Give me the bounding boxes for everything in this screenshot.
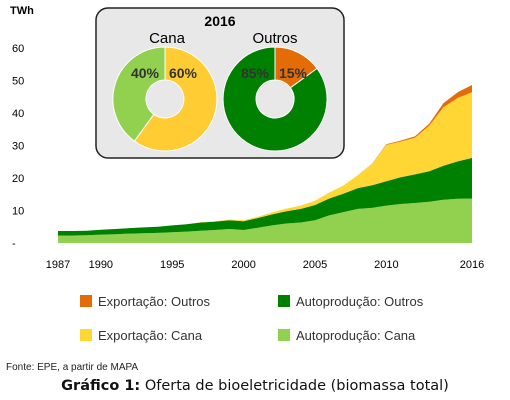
y-tick-label: 10 bbox=[12, 206, 24, 218]
donut-1-slice-2 bbox=[112, 46, 166, 142]
area-series-1 bbox=[58, 198, 472, 243]
x-tick-label: 2010 bbox=[374, 259, 398, 271]
x-tick-label: 1987 bbox=[46, 259, 70, 271]
y-tick-label: 50 bbox=[12, 76, 24, 88]
y-tick-label: 30 bbox=[12, 141, 24, 153]
area-series-3 bbox=[58, 92, 472, 231]
donut-title-2: Outros bbox=[252, 30, 297, 47]
donut-2-slice-2 bbox=[222, 46, 328, 152]
legend-swatch-2 bbox=[278, 295, 290, 307]
caption-label: Gráfico 1: bbox=[61, 378, 141, 394]
legend-label-4: Autoprodução: Cana bbox=[296, 328, 416, 343]
y-tick-label: 60 bbox=[12, 43, 24, 55]
legend-label-1: Exportação: Outros bbox=[98, 294, 210, 309]
donut-1-label-left: 40% bbox=[131, 65, 160, 81]
legend-label-2: Autoprodução: Outros bbox=[296, 294, 424, 309]
y-tick-label: 20 bbox=[12, 173, 24, 185]
y-tick-label: - bbox=[12, 238, 16, 250]
caption-title: Oferta de bioeletricidade (biomassa tota… bbox=[140, 378, 449, 394]
x-tick-label: 1995 bbox=[160, 259, 184, 271]
legend-swatch-4 bbox=[278, 329, 290, 341]
y-tick-label: 40 bbox=[12, 108, 24, 120]
legend-label-3: Exportação: Cana bbox=[98, 328, 203, 343]
donut-1-label-right: 60% bbox=[169, 65, 198, 81]
y-unit-label: TWh bbox=[10, 5, 34, 17]
x-tick-label: 2000 bbox=[231, 259, 255, 271]
x-tick-label: 2016 bbox=[460, 259, 484, 271]
source-note: Fonte: EPE, a partir de MAPA bbox=[6, 362, 139, 373]
donut-title-1: Cana bbox=[149, 30, 186, 47]
figure-caption: Gráfico 1: Oferta de bioeletricidade (bi… bbox=[0, 378, 510, 394]
legend-swatch-1 bbox=[80, 295, 92, 307]
donut-2-label-right: 15% bbox=[279, 65, 308, 81]
donut-2-label-left: 85% bbox=[241, 65, 270, 81]
legend-swatch-3 bbox=[80, 329, 92, 341]
donut-1-slice-1 bbox=[133, 46, 218, 152]
inset-year: 2016 bbox=[204, 13, 235, 29]
x-tick-label: 2005 bbox=[303, 259, 327, 271]
area-series-2 bbox=[58, 157, 472, 236]
x-tick-label: 1990 bbox=[89, 259, 113, 271]
